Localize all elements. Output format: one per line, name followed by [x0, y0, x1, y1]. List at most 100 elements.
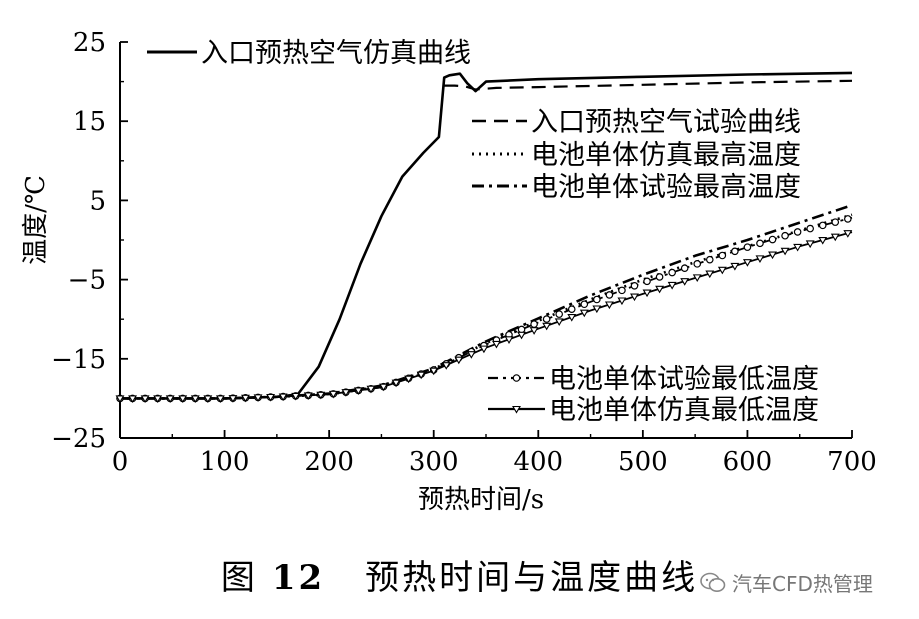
triangle-marker	[353, 387, 363, 396]
circle-marker	[793, 228, 802, 236]
x-tick-label: 400	[513, 447, 563, 477]
triangle-marker	[705, 270, 715, 279]
triangle-marker	[730, 262, 740, 271]
series-line	[444, 79, 853, 91]
y-tick-label: −5	[68, 266, 106, 296]
triangle-marker	[655, 285, 665, 294]
triangle-marker	[542, 322, 552, 331]
series-2	[120, 213, 853, 400]
caption-text: 预热时间与温度曲线	[365, 558, 699, 598]
legend-entry-3: 电池单体试验最高温度	[472, 172, 801, 203]
watermark-text: 汽车CFD热管理	[732, 572, 873, 596]
circle-marker	[555, 310, 564, 318]
triangle-marker	[165, 395, 175, 403]
triangle-marker	[253, 394, 263, 402]
temperature-chart: 0 100 200 300 400 500 600 700 −25 −15 −5 5 15 25 预热时间/…	[21, 28, 877, 515]
y-tick-label: 15	[73, 107, 106, 137]
series-line	[120, 71, 853, 400]
legend-entry-4: 电池单体试验最低温度	[488, 364, 819, 395]
circle-marker	[768, 235, 777, 244]
circle-marker	[580, 300, 589, 309]
circle-marker	[517, 325, 526, 334]
circle-marker	[512, 374, 521, 382]
triangle-marker	[228, 395, 238, 403]
x-tick-label: 500	[618, 447, 668, 477]
circle-marker	[705, 255, 714, 264]
triangle-marker	[190, 395, 200, 403]
circle-marker	[542, 315, 551, 323]
triangle-marker	[441, 362, 451, 370]
x-tick-label: 200	[304, 447, 354, 477]
circle-marker	[743, 243, 752, 251]
triangle-marker	[692, 274, 702, 282]
triangle-marker	[341, 389, 351, 397]
triangle-marker	[768, 251, 777, 260]
triangle-marker	[554, 318, 564, 327]
triangle-marker	[203, 395, 213, 403]
triangle-marker	[479, 345, 489, 354]
circle-marker	[844, 215, 852, 223]
legend-label: 入口预热空气仿真曲线	[201, 38, 471, 69]
triangle-marker	[316, 391, 326, 400]
circle-marker	[630, 282, 639, 290]
y-axis-label: 温度/℃	[21, 175, 51, 265]
triangle-marker	[454, 356, 464, 365]
series-line	[120, 213, 853, 400]
triangle-marker	[793, 243, 803, 252]
x-tick-label: 0	[112, 447, 129, 477]
circle-marker	[731, 247, 739, 256]
triangle-marker	[512, 405, 521, 414]
circle-marker	[781, 231, 789, 240]
triangle-marker	[529, 327, 539, 335]
legend-label: 电池单体仿真最高温度	[531, 140, 801, 171]
triangle-marker	[818, 237, 828, 245]
triangle-marker	[642, 289, 652, 298]
triangle-marker	[504, 336, 514, 344]
circle-marker	[530, 320, 538, 328]
triangle-marker	[416, 371, 426, 380]
series-layer	[115, 71, 853, 403]
circle-marker	[668, 268, 676, 277]
x-tick-label: 700	[827, 447, 877, 477]
x-axis-label: 预热时间/s	[418, 485, 544, 515]
triangle-marker	[630, 293, 639, 302]
triangle-marker	[429, 367, 439, 376]
triangle-marker	[617, 297, 627, 306]
legend-label: 入口预热空气试验曲线	[531, 107, 801, 138]
caption-number: 12	[271, 558, 326, 598]
circle-marker	[756, 239, 764, 248]
circle-marker	[643, 277, 651, 286]
triangle-marker	[140, 395, 150, 403]
series-3	[120, 203, 853, 400]
triangle-marker	[579, 309, 589, 318]
triangle-marker	[667, 281, 677, 290]
triangle-marker	[592, 305, 602, 314]
circle-marker	[567, 305, 576, 313]
triangle-marker	[466, 351, 476, 359]
legend-entry-2: 电池单体仿真最高温度	[472, 140, 801, 171]
x-tick-label: 300	[409, 447, 459, 477]
y-tick-label: 5	[89, 186, 106, 216]
circle-marker	[655, 273, 664, 281]
triangle-marker	[567, 313, 577, 322]
triangle-marker	[404, 375, 414, 384]
y-tick-label: −25	[51, 424, 106, 454]
x-tick-label: 600	[723, 447, 773, 477]
triangle-marker	[755, 255, 765, 263]
triangle-marker	[366, 385, 376, 394]
triangle-marker	[604, 301, 614, 310]
circle-marker	[718, 251, 727, 260]
circle-marker	[680, 264, 689, 272]
triangle-marker	[780, 247, 790, 256]
watermark: 汽车CFD热管理	[700, 568, 873, 597]
triangle-marker	[805, 240, 815, 249]
triangle-marker	[491, 340, 501, 349]
circle-marker	[806, 224, 814, 233]
triangle-marker	[215, 395, 225, 403]
triangle-marker	[291, 392, 301, 401]
triangle-marker	[830, 233, 840, 242]
legend-entry-0: 入口预热空气仿真曲线	[147, 38, 471, 69]
circle-marker	[593, 295, 601, 304]
triangle-marker	[717, 266, 727, 275]
triangle-marker	[680, 278, 690, 286]
